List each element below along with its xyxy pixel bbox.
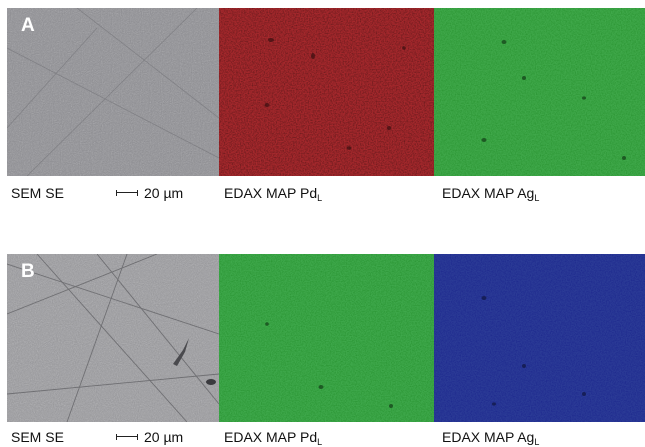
map-texture-ag-b bbox=[434, 254, 645, 422]
sem-texture-a bbox=[7, 8, 219, 176]
scratch-lines-a bbox=[7, 8, 219, 176]
caption-map-pd-a-text: EDAX MAP Pd bbox=[224, 185, 318, 201]
caption-map-ag-a-sub: L bbox=[534, 193, 540, 203]
caption-sem-b: SEM SE bbox=[11, 429, 64, 445]
sem-texture-b bbox=[7, 254, 219, 422]
scale-label-a: 20 µm bbox=[144, 185, 184, 201]
scale-bar-line-a bbox=[116, 190, 138, 196]
dark-spots-pd-a bbox=[264, 38, 406, 150]
sem-image-a: A bbox=[7, 8, 219, 176]
scratch-lines-b bbox=[7, 254, 219, 422]
dark-spots-pd-b bbox=[265, 322, 393, 408]
sem-image-b: B bbox=[7, 254, 219, 422]
caption-sem-a: SEM SE bbox=[11, 185, 64, 201]
caption-map-ag-b-sub: L bbox=[534, 437, 540, 447]
caption-map-pd-b-sub: L bbox=[317, 437, 323, 447]
caption-map-ag-b: EDAX MAP AgL bbox=[442, 430, 539, 447]
caption-map-ag-a-text: EDAX MAP Ag bbox=[442, 185, 535, 201]
map-texture-pd-a bbox=[219, 8, 434, 176]
edax-map-pd-b bbox=[219, 254, 434, 422]
caption-map-pd-b: EDAX MAP PdL bbox=[224, 430, 322, 447]
caption-map-ag-a: EDAX MAP AgL bbox=[442, 186, 539, 203]
caption-map-pd-a: EDAX MAP PdL bbox=[224, 186, 322, 203]
edax-map-pd-a bbox=[219, 8, 434, 176]
caption-map-pd-a-sub: L bbox=[317, 193, 323, 203]
surface-pit-b bbox=[206, 379, 216, 385]
scale-bar-line-b bbox=[116, 434, 138, 440]
edax-map-ag-a bbox=[434, 8, 645, 176]
surface-defect-b bbox=[173, 338, 189, 366]
figure-row-b: B bbox=[0, 254, 645, 447]
dark-spots-ag-b bbox=[481, 296, 586, 406]
edax-map-ag-b bbox=[434, 254, 645, 422]
dark-spots-ag-a bbox=[481, 40, 626, 160]
map-texture-ag-a bbox=[434, 8, 645, 176]
panel-letter-b: B bbox=[21, 261, 35, 282]
panel-letter-a: A bbox=[21, 15, 35, 36]
caption-map-ag-b-text: EDAX MAP Ag bbox=[442, 429, 535, 445]
scale-label-b: 20 µm bbox=[144, 429, 184, 445]
caption-map-pd-b-text: EDAX MAP Pd bbox=[224, 429, 318, 445]
figure-row-a: A bbox=[0, 8, 645, 208]
map-texture-pd-b bbox=[219, 254, 434, 422]
